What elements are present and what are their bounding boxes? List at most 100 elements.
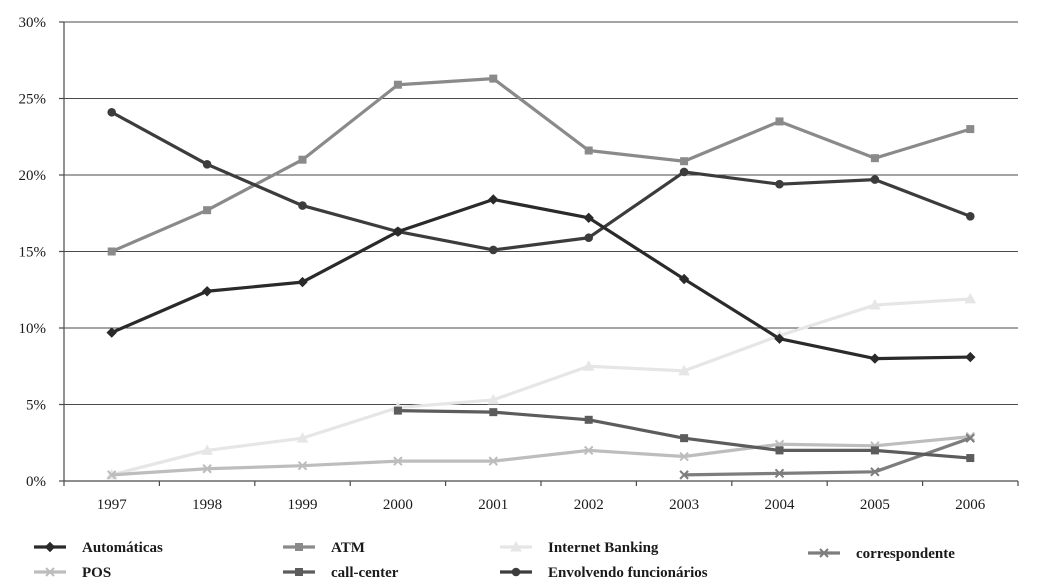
data-point [584, 233, 594, 243]
data-point [680, 157, 689, 166]
x-tick-label: 1998 [192, 497, 222, 513]
legend-marker [45, 567, 55, 577]
legend-marker [511, 567, 521, 577]
x-tick-label: 2006 [955, 497, 986, 513]
data-point [393, 80, 402, 89]
legend-item-correspondente: correspondente [808, 546, 955, 562]
data-point [582, 360, 595, 371]
y-tick-label: 30% [19, 15, 47, 31]
series-group [105, 74, 977, 480]
data-point [869, 353, 881, 364]
data-point [488, 194, 499, 205]
data-point [583, 212, 594, 224]
data-point [679, 470, 689, 480]
legend-label: Internet Banking [548, 540, 659, 556]
legend-label: Envolvendo funcionários [548, 565, 708, 581]
data-point [201, 444, 213, 455]
series-line [110, 110, 971, 252]
data-point [392, 226, 404, 237]
data-point [393, 406, 402, 415]
y-tick-label: 10% [19, 321, 47, 337]
series-call-center [393, 406, 975, 463]
series-envolvendo-funcionarios [107, 107, 975, 255]
series-line [111, 435, 971, 477]
data-point [966, 125, 975, 134]
legend-marker [295, 568, 303, 576]
data-point [488, 456, 499, 466]
data-point [202, 464, 212, 474]
data-point [775, 179, 784, 189]
legend-marker [510, 540, 522, 552]
data-point [297, 460, 308, 471]
x-tick-labels: 1997 1998 1999 2000 2001 2002 2003 2004 2005 2006 [97, 497, 986, 513]
data-point [678, 273, 690, 285]
x-tick-label: 1999 [288, 497, 318, 513]
y-tick-label: 25% [19, 92, 47, 108]
data-point [489, 74, 498, 83]
data-point [106, 470, 117, 480]
data-point [107, 247, 116, 256]
series-line [111, 197, 971, 361]
legend-label: correspondente [856, 546, 955, 562]
data-point [965, 433, 976, 443]
x-tick-label: 2001 [478, 497, 508, 513]
data-point [201, 286, 213, 297]
data-point [679, 451, 689, 462]
data-point [679, 167, 689, 177]
x-tick-label: 2000 [383, 497, 413, 513]
series-line [111, 297, 971, 477]
data-point [869, 299, 881, 310]
data-point [965, 351, 976, 363]
series-atm [107, 74, 975, 256]
legend-label: Automáticas [82, 540, 163, 556]
series-pos [106, 431, 976, 480]
data-point [298, 155, 307, 164]
data-point [774, 468, 785, 479]
data-point [964, 292, 977, 304]
legend-label: call-center [331, 565, 399, 581]
data-point [870, 175, 880, 184]
data-point [966, 454, 975, 463]
legend-label: ATM [331, 540, 365, 556]
gridlines [64, 21, 1018, 405]
legend-label: POS [82, 565, 111, 581]
data-point [297, 276, 308, 288]
y-tick-label: 20% [19, 168, 47, 184]
series-automaticas [106, 194, 976, 364]
data-point [966, 212, 975, 221]
y-tick-labels: 0% 5% 10% 15% 20% 25% 30% [19, 15, 47, 490]
data-point [584, 146, 593, 155]
data-point [106, 327, 117, 338]
x-tick-label: 2004 [765, 497, 796, 513]
data-point [774, 333, 785, 344]
legend-marker [295, 543, 303, 551]
data-point [583, 445, 594, 456]
legend-marker [44, 541, 56, 553]
y-tick-label: 0% [26, 474, 46, 490]
legend-item-atm: ATM [283, 540, 365, 556]
series-internet-banking [105, 292, 977, 480]
data-point [870, 446, 879, 455]
data-point [203, 206, 212, 215]
y-tick-label: 15% [19, 245, 47, 261]
data-point [775, 117, 784, 126]
data-point [393, 456, 403, 466]
data-point [298, 201, 307, 210]
data-point [870, 467, 880, 477]
legend-item-call-center: call-center [283, 565, 399, 581]
data-point [489, 408, 498, 417]
data-point [584, 415, 593, 424]
x-tick-label: 1997 [97, 497, 128, 513]
legend-item-pos: POS [34, 565, 111, 581]
legend: Automáticas ATM Internet Banking correspond… [34, 540, 955, 581]
x-tick-label: 2005 [860, 497, 890, 513]
legend-item-automaticas: Automáticas [34, 540, 163, 556]
legend-item-internet-banking: Internet Banking [500, 540, 659, 556]
legend-marker [819, 548, 829, 558]
data-point [870, 154, 879, 163]
data-point [678, 364, 690, 376]
data-point [107, 107, 116, 117]
data-point [296, 432, 309, 443]
x-tick-label: 2002 [574, 497, 604, 513]
